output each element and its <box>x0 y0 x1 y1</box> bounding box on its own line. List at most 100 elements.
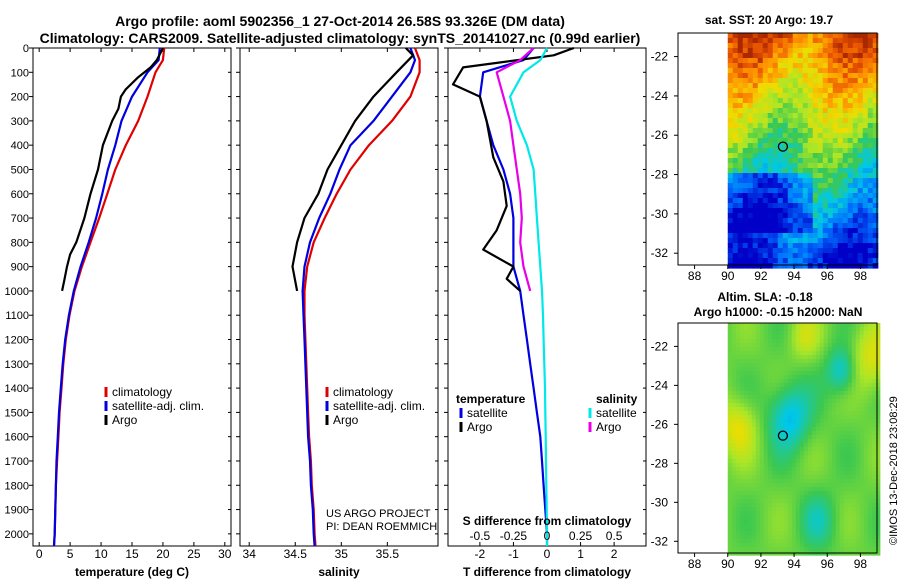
map-cell <box>787 38 794 44</box>
map-cell <box>852 178 859 184</box>
map-cell <box>782 48 789 54</box>
map-cell <box>859 331 865 336</box>
map-cell <box>823 383 829 388</box>
map-cell <box>799 375 805 380</box>
map-cell <box>811 415 817 420</box>
map-cell <box>727 423 733 428</box>
map-cell <box>757 203 764 209</box>
map-cell <box>802 178 809 184</box>
map-cell <box>815 487 821 492</box>
map-cell <box>757 73 764 79</box>
map-cell <box>839 431 845 436</box>
map-cell <box>762 133 769 139</box>
map-cell <box>777 33 784 39</box>
map-cell <box>862 198 869 204</box>
map-cell <box>755 547 761 552</box>
map-cell <box>807 491 813 496</box>
map-cell <box>779 495 785 500</box>
map-cell <box>732 178 739 184</box>
map-cell <box>847 38 854 44</box>
map-cell <box>787 253 794 259</box>
map-cell <box>797 103 804 109</box>
map-cell <box>755 503 761 508</box>
map-cell <box>855 427 861 432</box>
map-cell <box>807 93 814 99</box>
map-cell <box>827 347 833 352</box>
map-cell <box>827 158 834 164</box>
map-cell <box>815 483 821 488</box>
map-cell <box>771 383 777 388</box>
map-cell <box>763 403 769 408</box>
map-cell <box>767 143 774 149</box>
map-cell <box>727 238 734 244</box>
x-tick-label: 15 <box>125 547 139 561</box>
map-cell <box>842 33 849 39</box>
map-cell <box>872 153 879 159</box>
map-cell <box>863 527 869 532</box>
map-cell <box>819 515 825 520</box>
map-cell <box>835 363 841 368</box>
map-cell <box>795 535 801 540</box>
map-cell <box>817 133 824 139</box>
map-cell <box>747 343 753 348</box>
map-cell <box>779 451 785 456</box>
map-cell <box>839 471 845 476</box>
y-tick-label: 1600 <box>5 432 29 444</box>
map-cell <box>827 323 833 328</box>
map-cell <box>863 367 869 372</box>
map-cell <box>863 439 869 444</box>
map-cell <box>771 407 777 412</box>
map-cell <box>775 367 781 372</box>
map-cell <box>819 399 825 404</box>
map-cell <box>731 539 737 544</box>
map-cell <box>867 243 874 249</box>
map-cell <box>822 73 829 79</box>
map-cell <box>831 539 837 544</box>
map-cell <box>867 98 874 104</box>
map-cell <box>731 543 737 548</box>
map-cell <box>843 415 849 420</box>
map-cell <box>835 479 841 484</box>
map-cell <box>757 193 764 199</box>
map-cell <box>832 133 839 139</box>
map-cell <box>735 411 741 416</box>
map-cell <box>827 335 833 340</box>
map-cell <box>795 375 801 380</box>
map-cell <box>755 411 761 416</box>
map-cell <box>857 123 864 129</box>
map-cell <box>827 103 834 109</box>
map-cell <box>822 158 829 164</box>
map-cell <box>787 128 794 134</box>
map-cell <box>843 351 849 356</box>
map-cell <box>777 213 784 219</box>
map-cell <box>751 331 757 336</box>
map-cell <box>875 395 881 400</box>
map-cell <box>831 339 837 344</box>
map-cell <box>792 33 799 39</box>
map-cell <box>822 33 829 39</box>
map-cell <box>763 519 769 524</box>
map-cell <box>827 343 833 348</box>
map-cell <box>857 203 864 209</box>
map-cell <box>863 395 869 400</box>
map-cell <box>842 88 849 94</box>
map-cell <box>832 128 839 134</box>
map-cell <box>815 495 821 500</box>
map-cell <box>857 98 864 104</box>
map-cell <box>735 459 741 464</box>
map-cell <box>751 323 757 328</box>
map-cell <box>862 193 869 199</box>
map-cell <box>767 487 773 492</box>
map-cell <box>822 93 829 99</box>
map-cell <box>812 148 819 154</box>
map-cell <box>752 183 759 189</box>
map-cell <box>827 527 833 532</box>
map-cell <box>732 208 739 214</box>
map-cell <box>843 331 849 336</box>
map-cell <box>871 391 877 396</box>
map-cell <box>795 547 801 552</box>
map-cell <box>727 33 734 39</box>
map-cell <box>782 263 789 269</box>
map-cell <box>811 459 817 464</box>
map-cell <box>779 447 785 452</box>
